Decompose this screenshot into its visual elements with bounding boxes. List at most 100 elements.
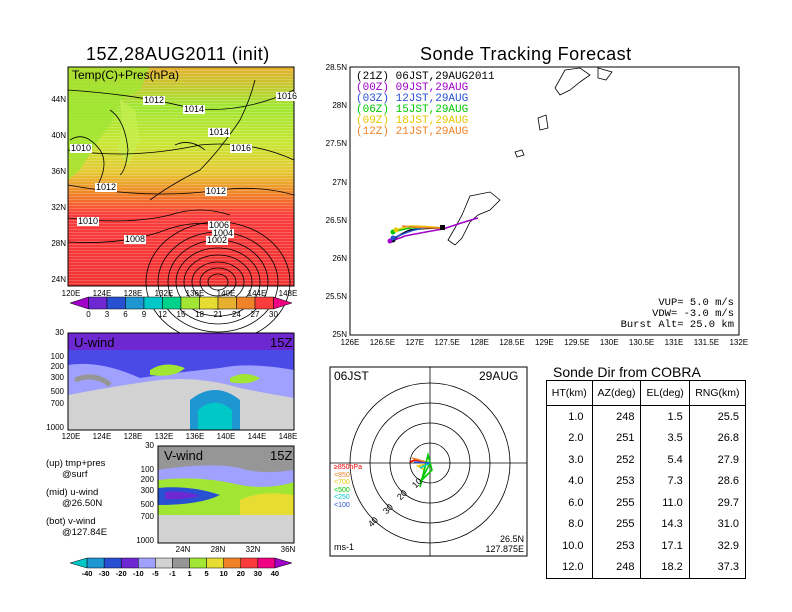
tracking-legend-item: (21Z) 06JST,29AUG2011 <box>356 72 495 83</box>
lon-tick-label: 148E <box>278 432 298 441</box>
temp-colorbar-tick: 18 <box>195 310 204 319</box>
hodograph-segment <box>413 461 431 464</box>
lon-tick-label: 126E <box>340 338 360 347</box>
lat-tick-label: 32N <box>245 545 261 554</box>
polar-unit: ms-1 <box>334 542 354 552</box>
polar-level-item: <700 <box>334 479 350 486</box>
pressure-tick-label: 200 <box>50 362 64 371</box>
note-bot-level: @127.84E <box>62 527 108 538</box>
table-cell: 26.8 <box>688 427 745 449</box>
temp-colorbar-tick: 21 <box>213 310 223 319</box>
tracking-map <box>349 66 740 336</box>
pressure-tick-label: 700 <box>140 512 154 521</box>
temp-colorbar <box>69 296 293 310</box>
sonde-track-line <box>395 225 444 231</box>
tracking-params: VUP= 5.0 m/s VDW= -3.0 m/s Burst Alt= 25… <box>621 298 734 331</box>
uwind-label: U-wind <box>74 335 115 350</box>
table-cell: 25.5 <box>688 405 745 428</box>
temp-colorbar-tick: 24 <box>232 310 241 319</box>
lon-tick-label: 131.5E <box>693 338 720 347</box>
hodograph-segment <box>419 462 431 469</box>
temp-colorbar-tick: 27 <box>250 310 260 319</box>
lat-tick-label: 28N <box>51 239 66 248</box>
isobar-label: 1016 <box>276 91 299 101</box>
legend-key: (06Z) <box>356 104 396 116</box>
vwind-label: V-wind <box>164 448 204 463</box>
lon-tick-label: 131E <box>664 338 684 347</box>
lat-tick-label: 25.5N <box>325 292 347 302</box>
isobar-label: 1012 <box>95 182 118 192</box>
pressure-tick-label: 200 <box>140 475 154 484</box>
table-cell: 18.2 <box>640 556 690 578</box>
temp-colorbar-swatch <box>254 296 274 310</box>
wind-colorbar-tick: -1 <box>169 569 176 578</box>
polar-level-item: ≥850hPa <box>334 464 362 471</box>
param-vdw: VDW= -3.0 m/s <box>652 308 734 320</box>
legend-key: (09Z) <box>356 115 396 127</box>
wind-colorbar <box>69 557 293 569</box>
lat-tick-label: 32N <box>51 203 66 212</box>
legend-key: (12Z) <box>356 126 396 138</box>
tracking-legend-item: (03Z) 12JST,29AUG <box>356 94 495 105</box>
temp-colorbar-swatch <box>143 296 163 310</box>
table-row: 2.0 251 3.5 26.8 <box>547 427 745 449</box>
polar-lat: 26.5N <box>499 534 524 544</box>
isobar-label: 1012 <box>143 95 166 105</box>
temp-colorbar-tick: 12 <box>158 310 167 319</box>
temp-colorbar-tick: 6 <box>123 310 128 319</box>
lat-tick-label: 25N <box>332 330 347 340</box>
wind-colorbar-swatch <box>240 557 259 569</box>
table-row: 10.0 253 17.1 32.9 <box>547 535 745 557</box>
pressure-tick-label: 300 <box>140 486 154 495</box>
legend-key: (21Z) <box>356 71 396 83</box>
pressure-tick-label: 100 <box>50 352 64 361</box>
lon-tick-label: 124E <box>92 432 112 441</box>
table-cell: 27.9 <box>688 449 745 471</box>
table-row: 4.0 253 7.3 28.6 <box>547 470 745 492</box>
lon-tick-label: 126.5E <box>369 338 396 347</box>
isobar-label: 1016 <box>230 143 253 153</box>
lon-tick-label: 127E <box>405 338 425 347</box>
lon-tick-label: 120E <box>61 432 81 441</box>
lon-tick-label: 129E <box>535 338 554 347</box>
lat-tick-label: 36N <box>280 545 296 554</box>
temp-colorbar-swatch <box>69 296 89 310</box>
isobar-label: 1004 <box>212 228 235 238</box>
isobar-label: 1008 <box>124 234 147 244</box>
hodograph-segment <box>419 451 433 488</box>
wind-colorbar-swatch <box>69 557 88 569</box>
temp-map-label: Temp(C)+Pres(hPa) <box>72 68 180 82</box>
pressure-tick-label: 30 <box>145 441 154 450</box>
table-cell: 253 <box>591 470 641 492</box>
temp-colorbar-tick: 30 <box>269 310 278 319</box>
lat-tick-label: 28N <box>332 101 347 111</box>
isobar-label: 1012 <box>205 186 228 196</box>
lon-tick-label: 132E <box>154 432 174 441</box>
temp-colorbar-tick: 15 <box>176 310 186 319</box>
tracking-legend-item: (12Z) 21JST,29AUG <box>356 127 495 138</box>
tracking-legend-item: (00Z) 09JST,29AUG <box>356 83 495 94</box>
wind-colorbar-tick: 20 <box>236 569 245 578</box>
polar-plot <box>329 366 528 557</box>
table-cell: 255 <box>591 492 641 514</box>
pressure-tick-label: 700 <box>50 399 64 408</box>
isobar-label: 1010 <box>77 216 100 226</box>
tracking-legend: (21Z) 06JST,29AUG2011 (00Z) 09JST,29AUG (0… <box>356 72 495 138</box>
legend-text: 09JST,29AUG <box>395 82 469 94</box>
table-cell: 32.9 <box>688 535 745 557</box>
pressure-tick-label: 300 <box>50 373 64 382</box>
temp-colorbar-swatch <box>125 296 145 310</box>
param-burst: Burst Alt= 25.0 km <box>620 319 734 331</box>
table-cell: 1.0 <box>568 410 584 423</box>
wind-hodograph <box>409 451 433 488</box>
table-cell: 1.5 <box>640 405 690 428</box>
note-bot: (bot) v-wind <box>46 516 96 527</box>
polar-level-item: <850 <box>334 471 350 479</box>
wind-colorbar-tick: 1 <box>187 569 192 578</box>
wind-colorbar-swatch <box>172 557 190 569</box>
wind-colorbar-swatch <box>155 557 173 569</box>
wind-colorbar-swatch <box>223 557 242 569</box>
table-cell: 10.0 <box>562 539 584 552</box>
table-cell: 253 <box>591 535 641 557</box>
